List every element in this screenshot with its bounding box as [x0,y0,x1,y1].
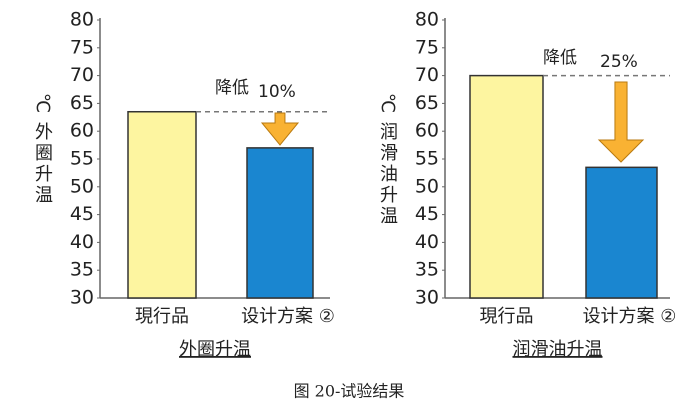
y-tick-label: 70 [415,64,439,86]
y-tick-label: 75 [415,36,439,58]
y-tick-label: 45 [70,203,94,225]
bar [469,74,544,299]
x-tick-label: 現行品 [135,306,189,327]
y-tick-label: 65 [70,92,94,114]
y-tick-label: 65 [415,92,439,114]
y-tick-label: 50 [415,175,439,197]
arrow [260,112,300,146]
x-tick-label: 現行品 [480,306,534,327]
y-tick-label: 75 [70,36,94,58]
x-tick-label: 设计方案 ② [241,306,335,327]
y-tick-label: 35 [415,259,439,281]
x-tick-label: 设计方案 ② [583,306,677,327]
chart-title: 润滑油升温 [513,339,603,360]
arrow [597,81,645,163]
y-tick-label: 60 [415,120,439,142]
chart-title: 外圈升温 [179,339,251,360]
caption: 图 20-试验结果 [294,382,405,401]
y-tick-label: 40 [70,231,94,253]
y-tick-label: 45 [415,203,439,225]
annotation: 25% [600,52,638,72]
y-unit: ℃ [377,93,398,113]
y-tick-label: 80 [415,9,439,31]
y-tick-label: 30 [70,287,94,309]
y-unit: ℃ [32,93,53,113]
y-tick-label: 55 [70,148,94,170]
y-tick-label: 30 [415,287,439,309]
y-label: 外圈升温 [32,122,53,206]
bar [246,147,314,299]
bar [127,110,197,299]
y-tick-label: 50 [70,175,94,197]
y-tick-label: 80 [70,9,94,31]
y-tick-label: 55 [415,148,439,170]
y-tick-label: 35 [70,259,94,281]
annotation: 降低 [215,78,249,98]
y-label: 润滑油升温 [377,122,398,227]
y-tick-label: 40 [415,231,439,253]
y-tick-label: 60 [70,120,94,142]
annotation: 降低 [543,48,577,68]
bar [585,166,658,299]
annotation: 10% [258,82,296,102]
y-tick-label: 70 [70,64,94,86]
